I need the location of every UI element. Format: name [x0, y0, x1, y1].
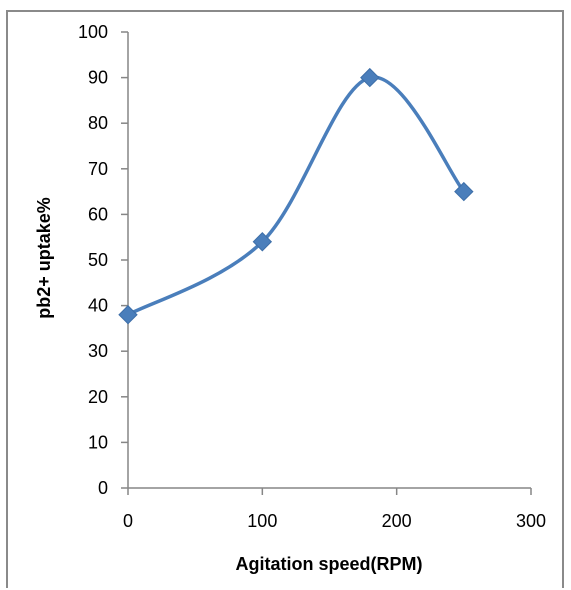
x-tick-label: 300: [516, 511, 546, 531]
x-tick-label: 100: [247, 511, 277, 531]
axes: [121, 31, 532, 495]
series-line: [126, 75, 466, 317]
chart-frame: [6, 10, 564, 588]
y-tick-label: 100: [78, 22, 108, 42]
y-tick-label: 60: [88, 204, 108, 224]
y-axis-title: pb2+ uptake%: [34, 197, 54, 319]
data-point-marker: [454, 181, 474, 202]
y-tick-label: 90: [88, 68, 108, 88]
x-axis-title: Agitation speed(RPM): [236, 554, 423, 574]
x-tick-label: 0: [123, 511, 133, 531]
data-point-marker: [360, 67, 380, 88]
data-series: [118, 67, 474, 325]
y-tick-label: 0: [98, 478, 108, 498]
data-point-marker: [118, 305, 138, 325]
y-tick-label: 20: [88, 387, 108, 407]
y-tick-label: 70: [88, 159, 108, 179]
data-point-marker: [252, 232, 273, 252]
y-tick-label: 30: [88, 341, 108, 361]
y-tick-label: 80: [88, 113, 108, 133]
y-tick-label: 10: [88, 432, 108, 452]
y-tick-label: 40: [88, 296, 108, 316]
tick-labels: 0 10 20 30 40 50 60 70 80 90 100 0 100 200 300: [78, 22, 546, 531]
x-tick-label: 200: [382, 511, 412, 531]
y-tick-label: 50: [88, 250, 108, 270]
